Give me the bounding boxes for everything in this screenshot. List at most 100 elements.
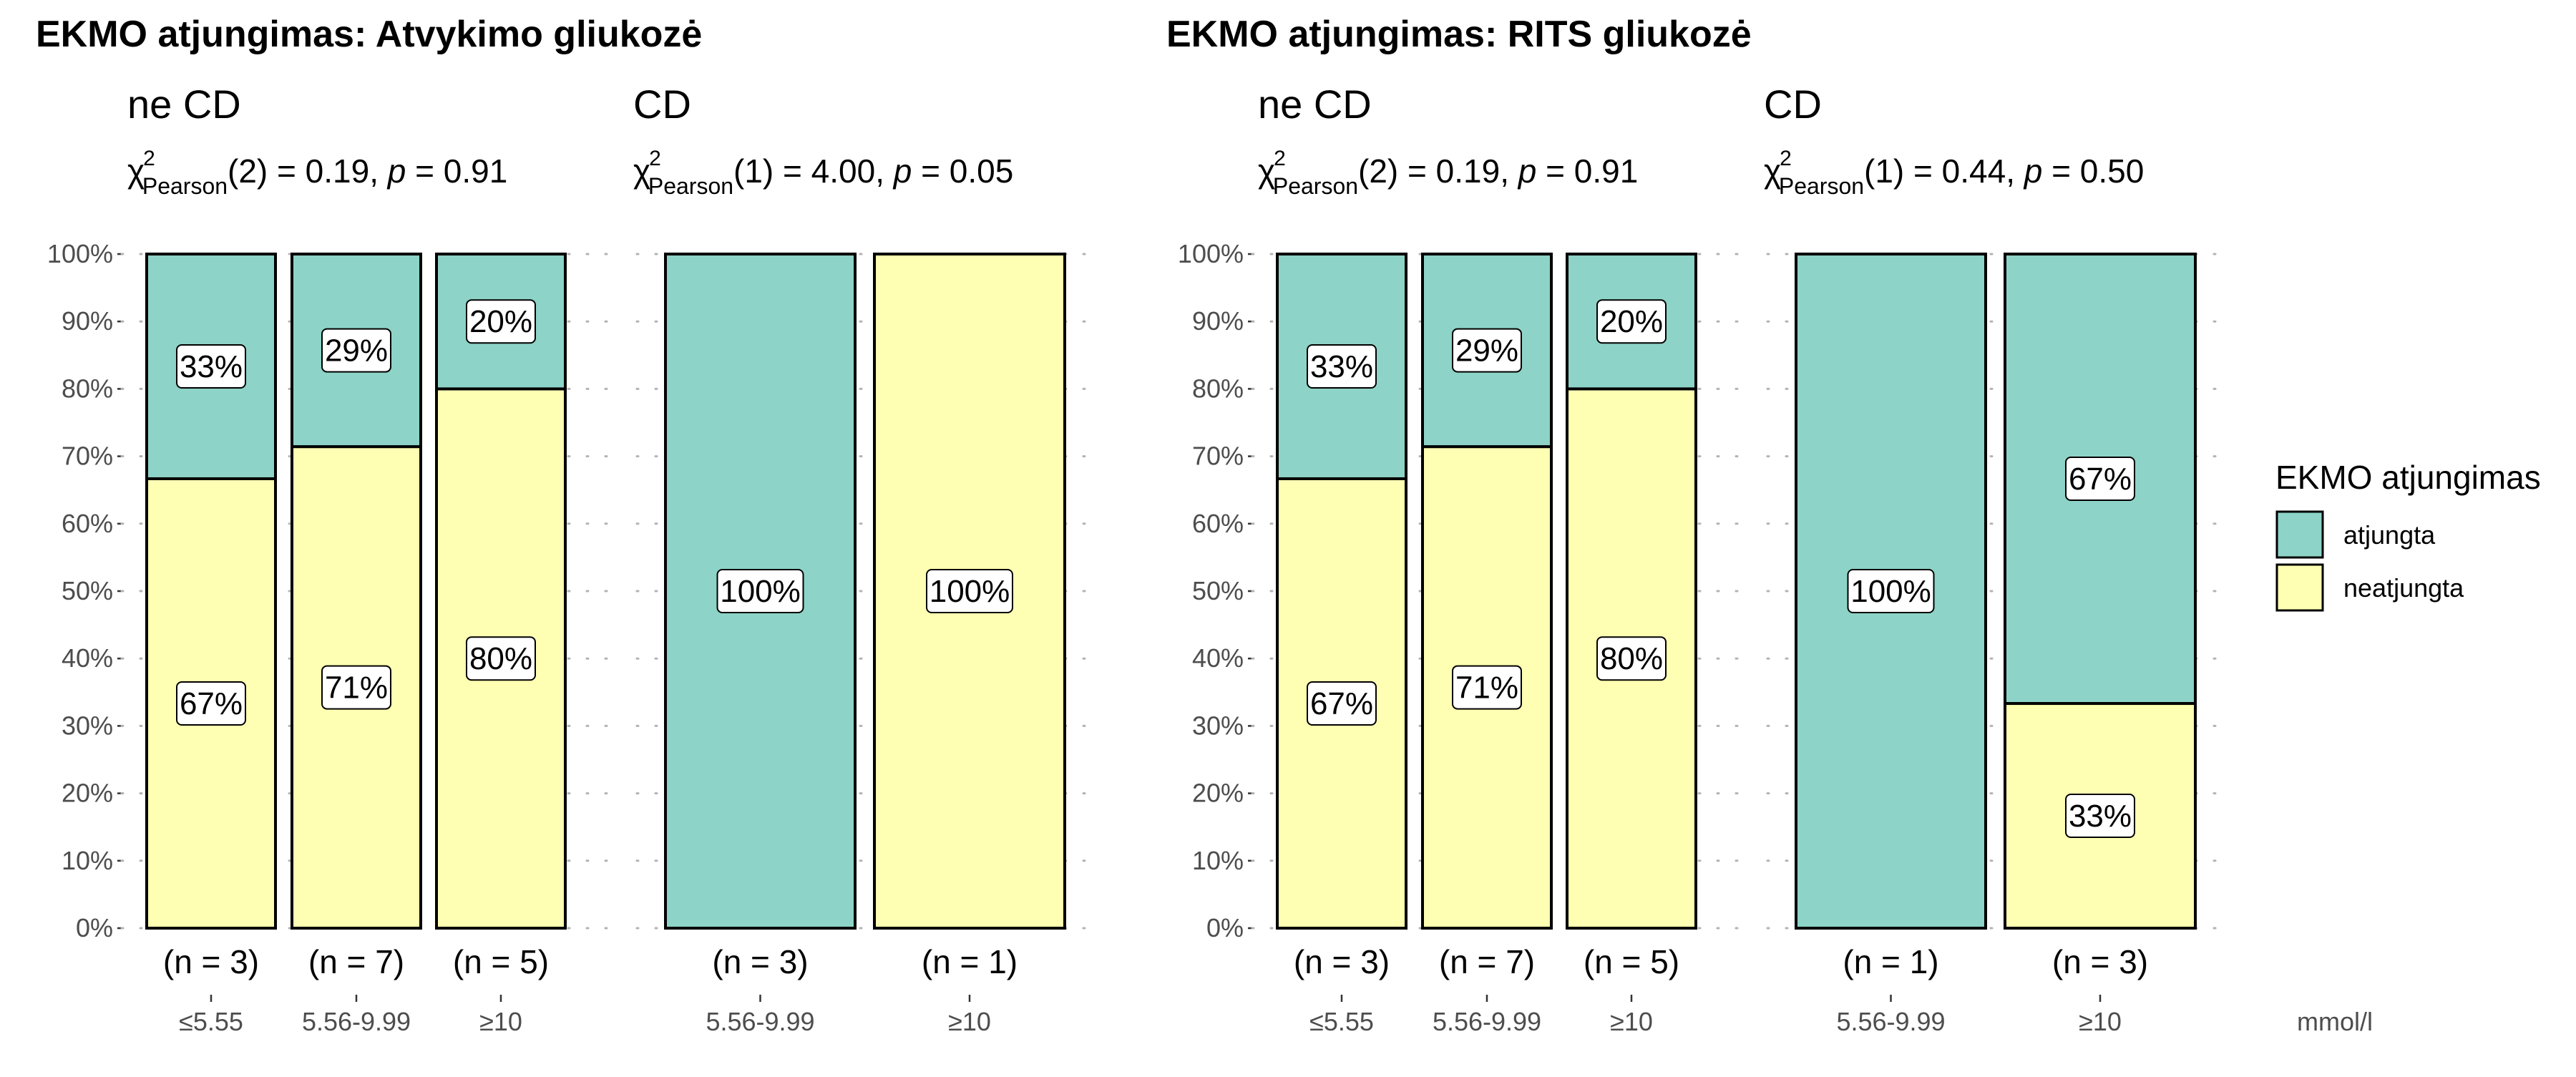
chi-symbol: χ [1258,152,1275,190]
y-tick-label: 100% [47,239,113,268]
n-label: (n = 3) [712,943,808,980]
segment-label: 33% [2069,799,2132,834]
y-tick-label: 40% [1192,643,1244,673]
legend-swatch-atjungta [2275,510,2324,559]
segment-label-box [321,665,391,710]
chi-subscript: Pearson [648,173,733,199]
y-tick-label: 60% [62,509,113,538]
n-label: (n = 3) [2052,943,2148,980]
p-value: = 0.50 [2042,152,2144,190]
chart-title: EKMO atjungimas: RITS gliukozė [1166,14,1752,55]
p-symbol: p [1517,152,1537,190]
segment-label: 20% [469,304,532,339]
chi-value: (2) = 0.19, [228,152,388,190]
segment-label: 71% [1455,671,1518,706]
n-label: (n = 7) [308,943,404,980]
chart-title: EKMO atjungimas: Atvykimo gliukozė [36,14,702,55]
unit-label: mmol/l [2297,1007,2373,1036]
segment-label: 67% [1310,686,1373,721]
panel-2: CD χ2 Pearson(1) = 4.00, p = 0.05 100% (n = … [633,82,1103,1036]
chi-subscript: Pearson [1273,173,1358,199]
segment-label-box [1596,299,1667,344]
legend-swatch-neatjungta [2275,563,2324,612]
y-tick-label: 80% [1192,374,1244,403]
chi-value: (1) = 4.00, [733,152,894,190]
y-tick-label: 80% [62,374,113,403]
segment-label-box [926,569,1013,613]
segment-label-box [176,681,246,726]
segment-label: 33% [180,349,243,384]
chi-subscript: Pearson [142,173,228,199]
p-value: = 0.91 [406,152,507,190]
y-tick-label: 70% [62,442,113,471]
y-tick-label: 0% [1206,913,1244,942]
x-tick-label: ≥10 [948,1007,991,1036]
segment-label-box [1307,681,1377,726]
legend-label-neatjungta: neatjungta [2343,573,2464,603]
y-tick-label: 70% [1192,442,1244,471]
segment-label: 100% [720,574,801,609]
n-label: (n = 5) [1584,943,1679,980]
segment-label-box [2065,457,2135,502]
y-tick-label: 40% [62,643,113,673]
stat-annotation: χ2 Pearson(1) = 0.44, p = 0.50 [1764,147,2144,199]
panel-1: ne CD χ2 Pearson(2) = 0.19, p = 0.91 67% 33%… [120,82,617,1036]
chi-superscript: 2 [1274,147,1286,170]
y-tick-label: 10% [1192,846,1244,875]
stat-annotation: χ2 Pearson(1) = 4.00, p = 0.05 [633,147,1013,199]
y-tick-label: 10% [62,846,113,875]
chi-value: (2) = 0.19, [1358,152,1518,190]
legend-label-atjungta: atjungta [2343,520,2436,550]
segment-label: 20% [1600,304,1663,339]
x-tick-label: 5.56-9.99 [302,1007,411,1036]
chi-superscript: 2 [143,147,155,170]
x-tick-label: ≥10 [479,1007,522,1036]
n-label: (n = 5) [453,943,549,980]
chi-symbol: χ [127,152,145,190]
segment-label-box [1596,636,1667,681]
x-tick-label: ≥10 [2079,1007,2122,1036]
x-tick-label: 5.56-9.99 [1836,1007,1945,1036]
y-tick-label: 50% [62,576,113,605]
y-tick-label: 50% [1192,576,1244,605]
panel-title: ne CD [127,82,241,127]
y-tick-label: 60% [1192,509,1244,538]
y-tick-label: 20% [1192,779,1244,808]
segment-label: 100% [1850,574,1931,609]
stat-annotation: χ2 Pearson(2) = 0.19, p = 0.91 [1258,147,1638,199]
segment-label-box [466,299,536,344]
y-tick-label: 30% [1192,711,1244,740]
y-tick-label: 90% [62,306,113,336]
y-tick-label: 90% [1192,306,1244,336]
bar-segment-atjungta [1276,253,1407,480]
segment-label-box [716,569,804,613]
segment-label-box [176,343,246,389]
segment-label: 67% [180,686,243,721]
segment-label: 100% [930,574,1010,609]
legend-title: EKMO atjungimas [2275,459,2541,496]
chi-symbol: χ [633,152,650,190]
y-tick-label: 20% [62,779,113,808]
chart-group-1: EKMO atjungimas: Atvykimo gliukozė 0% 10% 2… [36,14,1103,1036]
segment-label: 71% [325,671,388,706]
segment-label-box [1452,665,1522,710]
segment-label: 80% [469,641,532,676]
chi-symbol: χ [1764,152,1781,190]
segment-label-box [1847,569,1935,613]
segment-label-box [466,636,536,681]
segment-label: 29% [1455,333,1518,369]
p-value: = 0.91 [1536,152,1638,190]
n-label: (n = 1) [922,943,1018,980]
p-value: = 0.05 [912,152,1013,190]
y-tick-label: 30% [62,711,113,740]
panel-title: ne CD [1258,82,1372,127]
stat-annotation: χ2 Pearson(2) = 0.19, p = 0.91 [127,147,507,199]
chart-group-2: EKMO atjungimas: RITS gliukozė 0% 10% 20% 30… [1166,14,2234,1036]
panel-2: CD χ2 Pearson(1) = 0.44, p = 0.50 100% (n = … [1764,82,2234,1036]
chi-superscript: 2 [649,147,661,170]
segment-label: 33% [1310,349,1373,384]
segment-label: 67% [2069,462,2132,497]
panel-title: CD [1764,82,1822,127]
